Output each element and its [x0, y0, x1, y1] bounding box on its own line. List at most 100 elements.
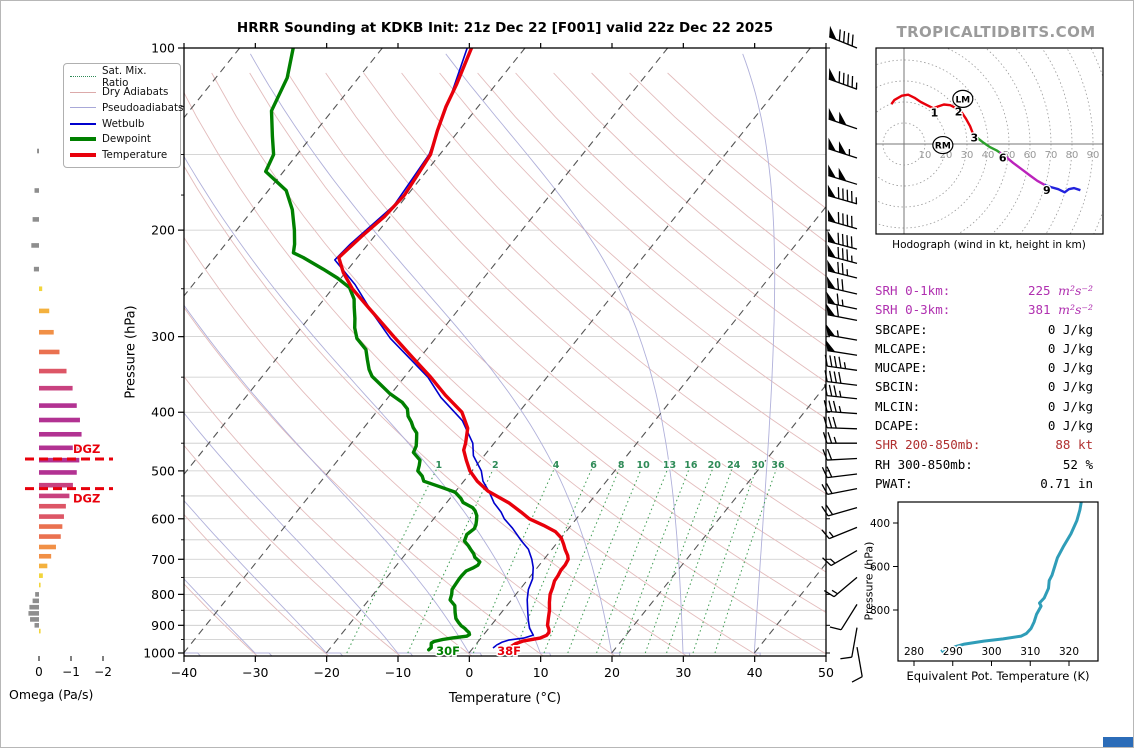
- dry-adiabat-line: [211, 72, 826, 655]
- omega-bar: [39, 553, 52, 559]
- temperature-tick-label: −20: [313, 665, 339, 680]
- wind-barb: [827, 259, 858, 279]
- wind-barb: [821, 483, 858, 496]
- stat-value: 0 J/kg: [1047, 379, 1093, 395]
- stat-value: 0 J/kg: [1047, 418, 1093, 434]
- stat-row: MUCAPE: 0 J/kg: [875, 358, 1093, 377]
- omega-bar: [39, 445, 84, 451]
- hodograph-segment-0-1km: [890, 93, 934, 110]
- watermark: TROPICALTIDBITS.COM: [896, 23, 1096, 41]
- wind-barb: [821, 526, 858, 540]
- theta-e-x-tick-label: 310: [1020, 646, 1040, 658]
- pressure-tick-label: 600: [151, 511, 175, 526]
- wind-barb: [827, 209, 858, 230]
- legend-item-label: Dry Adiabats: [102, 86, 169, 99]
- mixing-ratio-line: [472, 459, 559, 654]
- stat-value: 381 m²s⁻²: [1028, 302, 1093, 318]
- wind-barb: [828, 164, 858, 185]
- isotherm-dashed-line: [468, 205, 826, 654]
- hodograph-ring-label: 70: [1045, 150, 1058, 161]
- dry-adiabat-line: [439, 72, 826, 420]
- skewt-frame: [183, 47, 827, 657]
- pressure-tick-label: 500: [151, 463, 175, 478]
- mixing-ratio-label: 13: [663, 460, 676, 471]
- hodograph-inner: 10 20 30 40 50 60 70 80 90 1 2 3 6 9 RM LM: [876, 48, 1103, 234]
- hodograph-height-marker: 6: [999, 152, 1007, 165]
- wind-barb: [824, 384, 858, 400]
- dry-adiabat-line: [363, 72, 826, 495]
- hodograph-ring-label: 90: [1087, 150, 1100, 161]
- dry-adiabat-line: [184, 375, 473, 656]
- omega-tick-label: −2: [94, 665, 112, 679]
- stat-label: PWAT:: [875, 475, 913, 491]
- stat-row: DCAPE: 0 J/kg: [875, 416, 1093, 435]
- hodograph-ring-label: 60: [1024, 150, 1037, 161]
- mixing-ratio-line: [407, 459, 498, 654]
- wind-barb: [821, 504, 858, 517]
- wind-barb: [827, 244, 858, 265]
- wind-barb: [822, 549, 858, 567]
- hodograph-ring-label: 30: [961, 150, 974, 161]
- omega-bar: [37, 148, 39, 154]
- stat-label: SBCAPE:: [875, 321, 928, 337]
- mixing-ratio-label: 2: [492, 460, 499, 471]
- isotherm-dashed-line: [184, 48, 526, 476]
- stat-value: 0 J/kg: [1047, 321, 1093, 337]
- surface-temp-label: 38F: [497, 644, 521, 658]
- theta-e-axis-label: Equivalent Pot. Temperature (K): [906, 669, 1090, 683]
- mixing-ratio-line: [666, 460, 736, 654]
- pseudoadiabat-line: [184, 304, 483, 656]
- dry-adiabat-line: [553, 72, 826, 312]
- mixing-ratio-label: 30: [751, 460, 765, 471]
- omega-bar: [39, 417, 80, 423]
- theta-e-x-tick-label: 290: [943, 646, 963, 658]
- stat-row: PWAT: 0.71 in: [875, 474, 1093, 493]
- pressure-tick-label: 900: [151, 618, 175, 633]
- wetbulb-curve: [334, 48, 535, 649]
- legend-item-label: Dewpoint: [102, 133, 151, 146]
- legend-line-sample: [70, 122, 96, 125]
- stat-row: SHR 200-850mb: 88 kt: [875, 435, 1093, 454]
- legend-line-sample: [70, 107, 96, 109]
- omega-bar: [39, 349, 60, 355]
- wind-barb: [828, 137, 858, 159]
- omega-bar: [39, 431, 82, 437]
- pressure-tick-label: 1000: [143, 646, 175, 661]
- hodograph-ring-label: 40: [982, 150, 995, 161]
- omega-bar: [35, 592, 39, 597]
- dry-adiabat-line: [184, 583, 258, 656]
- omega-bar: [30, 617, 39, 622]
- mixing-ratio-line: [644, 460, 717, 654]
- legend-item: Dry Adiabats: [70, 85, 174, 101]
- legend-line-sample: [70, 76, 96, 78]
- hodograph-height-marker: 1: [931, 107, 939, 120]
- storm-motion-label: LM: [955, 95, 970, 105]
- wind-barb: [825, 324, 858, 341]
- isotherm-dashed-line: [325, 48, 811, 654]
- theta-e-pressure-label: Pressure (hPa): [862, 541, 876, 621]
- dry-adiabat-line: [477, 72, 826, 383]
- hodograph-height-marker: 3: [971, 132, 979, 145]
- omega-bar: [39, 563, 48, 569]
- pseudoadiabat-line: [184, 499, 344, 656]
- hodograph-ring-label: 20: [940, 150, 953, 161]
- mixing-ratio-line: [346, 459, 442, 654]
- dry-adiabat-line: [287, 72, 826, 573]
- mixing-ratio-label: 16: [684, 460, 698, 471]
- temperature-tick-label: 40: [747, 665, 763, 680]
- stat-value: 0.71 in: [1040, 475, 1093, 491]
- stat-row: RH 300-850mb: 52 %: [875, 455, 1093, 474]
- hodograph-segment-9km+: [1044, 183, 1081, 194]
- mixing-ratio-label: 24: [727, 460, 741, 471]
- dry-adiabat-line: [515, 72, 826, 347]
- omega-bar: [39, 403, 77, 408]
- legend-item-label: Temperature: [102, 148, 168, 161]
- hodograph-ring-label: 10: [919, 150, 932, 161]
- dry-adiabat-line: [184, 513, 330, 656]
- legend-line-sample: [70, 152, 96, 157]
- stat-value: 52 %: [1062, 456, 1093, 472]
- stat-row: MLCAPE: 0 J/kg: [875, 339, 1093, 358]
- omega-tick-label: −1: [62, 665, 80, 679]
- omega-bar: [33, 266, 39, 272]
- omega-bar: [39, 514, 64, 519]
